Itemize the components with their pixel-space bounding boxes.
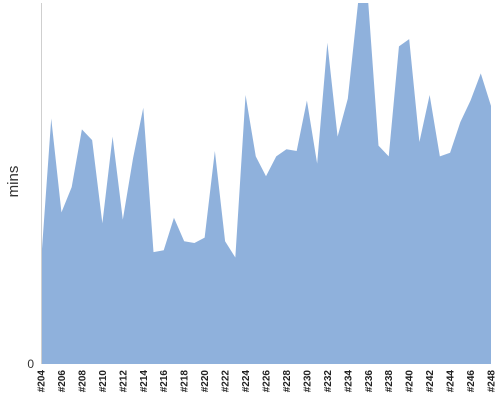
data-point xyxy=(439,155,441,157)
data-point xyxy=(153,251,155,253)
x-tick-label: #228 xyxy=(282,370,293,393)
x-tick-label: #208 xyxy=(77,370,88,393)
x-tick-label: #222 xyxy=(221,370,232,393)
data-point xyxy=(459,121,461,123)
x-tick-label: #238 xyxy=(384,370,395,393)
data-point xyxy=(183,240,185,242)
data-point xyxy=(398,45,400,47)
y-tick-labels: 0 xyxy=(27,357,34,371)
x-tick-label: #226 xyxy=(262,370,273,393)
data-point xyxy=(306,99,308,101)
x-tick-label: #220 xyxy=(200,370,211,393)
data-point xyxy=(357,2,359,4)
data-point xyxy=(122,219,124,221)
x-tick-label: #206 xyxy=(57,370,68,393)
x-tick-labels: #204 #206 #208 #210 #212 #214 #216 #218 #220 #222… xyxy=(37,370,498,393)
data-point xyxy=(418,141,420,143)
data-point xyxy=(193,242,195,244)
data-point xyxy=(224,240,226,242)
x-tick-label: #210 xyxy=(98,370,109,393)
data-point xyxy=(214,150,216,152)
y-tick-label: 0 xyxy=(27,357,34,371)
data-point xyxy=(408,38,410,40)
x-tick-label: #240 xyxy=(405,370,416,393)
data-point xyxy=(245,94,247,96)
x-tick-label: #236 xyxy=(364,370,375,393)
data-point xyxy=(91,139,93,141)
x-tick-label: #232 xyxy=(323,370,334,393)
y-axis-label: mins xyxy=(5,166,22,198)
data-point xyxy=(173,217,175,219)
data-point xyxy=(296,150,298,152)
data-point xyxy=(326,42,328,44)
x-tick-label: #212 xyxy=(118,370,129,393)
data-point xyxy=(347,98,349,100)
data-point xyxy=(60,211,62,213)
x-tick-label: #224 xyxy=(241,370,252,393)
data-point xyxy=(81,128,83,130)
data-point xyxy=(275,155,277,157)
area-series xyxy=(41,3,491,364)
data-point xyxy=(255,155,257,157)
data-point xyxy=(378,145,380,147)
data-point xyxy=(142,107,144,109)
x-tick-label: #242 xyxy=(425,370,436,393)
data-point xyxy=(490,105,492,107)
data-point xyxy=(71,186,73,188)
x-tick-label: #248 xyxy=(487,370,498,393)
data-point xyxy=(388,155,390,157)
x-tick-label: #214 xyxy=(139,370,150,393)
data-point xyxy=(480,72,482,74)
data-point xyxy=(470,99,472,101)
x-tick-label: #218 xyxy=(180,370,191,393)
data-point xyxy=(337,136,339,138)
x-tick-label: #230 xyxy=(302,370,313,393)
x-tick-label: #204 xyxy=(37,370,48,393)
data-point xyxy=(265,175,267,177)
data-point xyxy=(429,94,431,96)
data-point xyxy=(316,163,318,165)
x-tick-label: #246 xyxy=(466,370,477,393)
data-point xyxy=(50,118,52,120)
data-point xyxy=(449,152,451,154)
data-point xyxy=(285,148,287,150)
data-point xyxy=(204,237,206,239)
data-point xyxy=(163,249,165,251)
data-point xyxy=(234,257,236,259)
plot-area xyxy=(41,2,492,364)
data-point xyxy=(367,2,369,4)
data-point xyxy=(112,136,114,138)
x-tick-label: #234 xyxy=(343,370,354,393)
x-tick-label: #216 xyxy=(159,370,170,393)
data-point xyxy=(132,157,134,159)
data-point xyxy=(101,222,103,224)
x-tick-label: #244 xyxy=(446,370,457,393)
